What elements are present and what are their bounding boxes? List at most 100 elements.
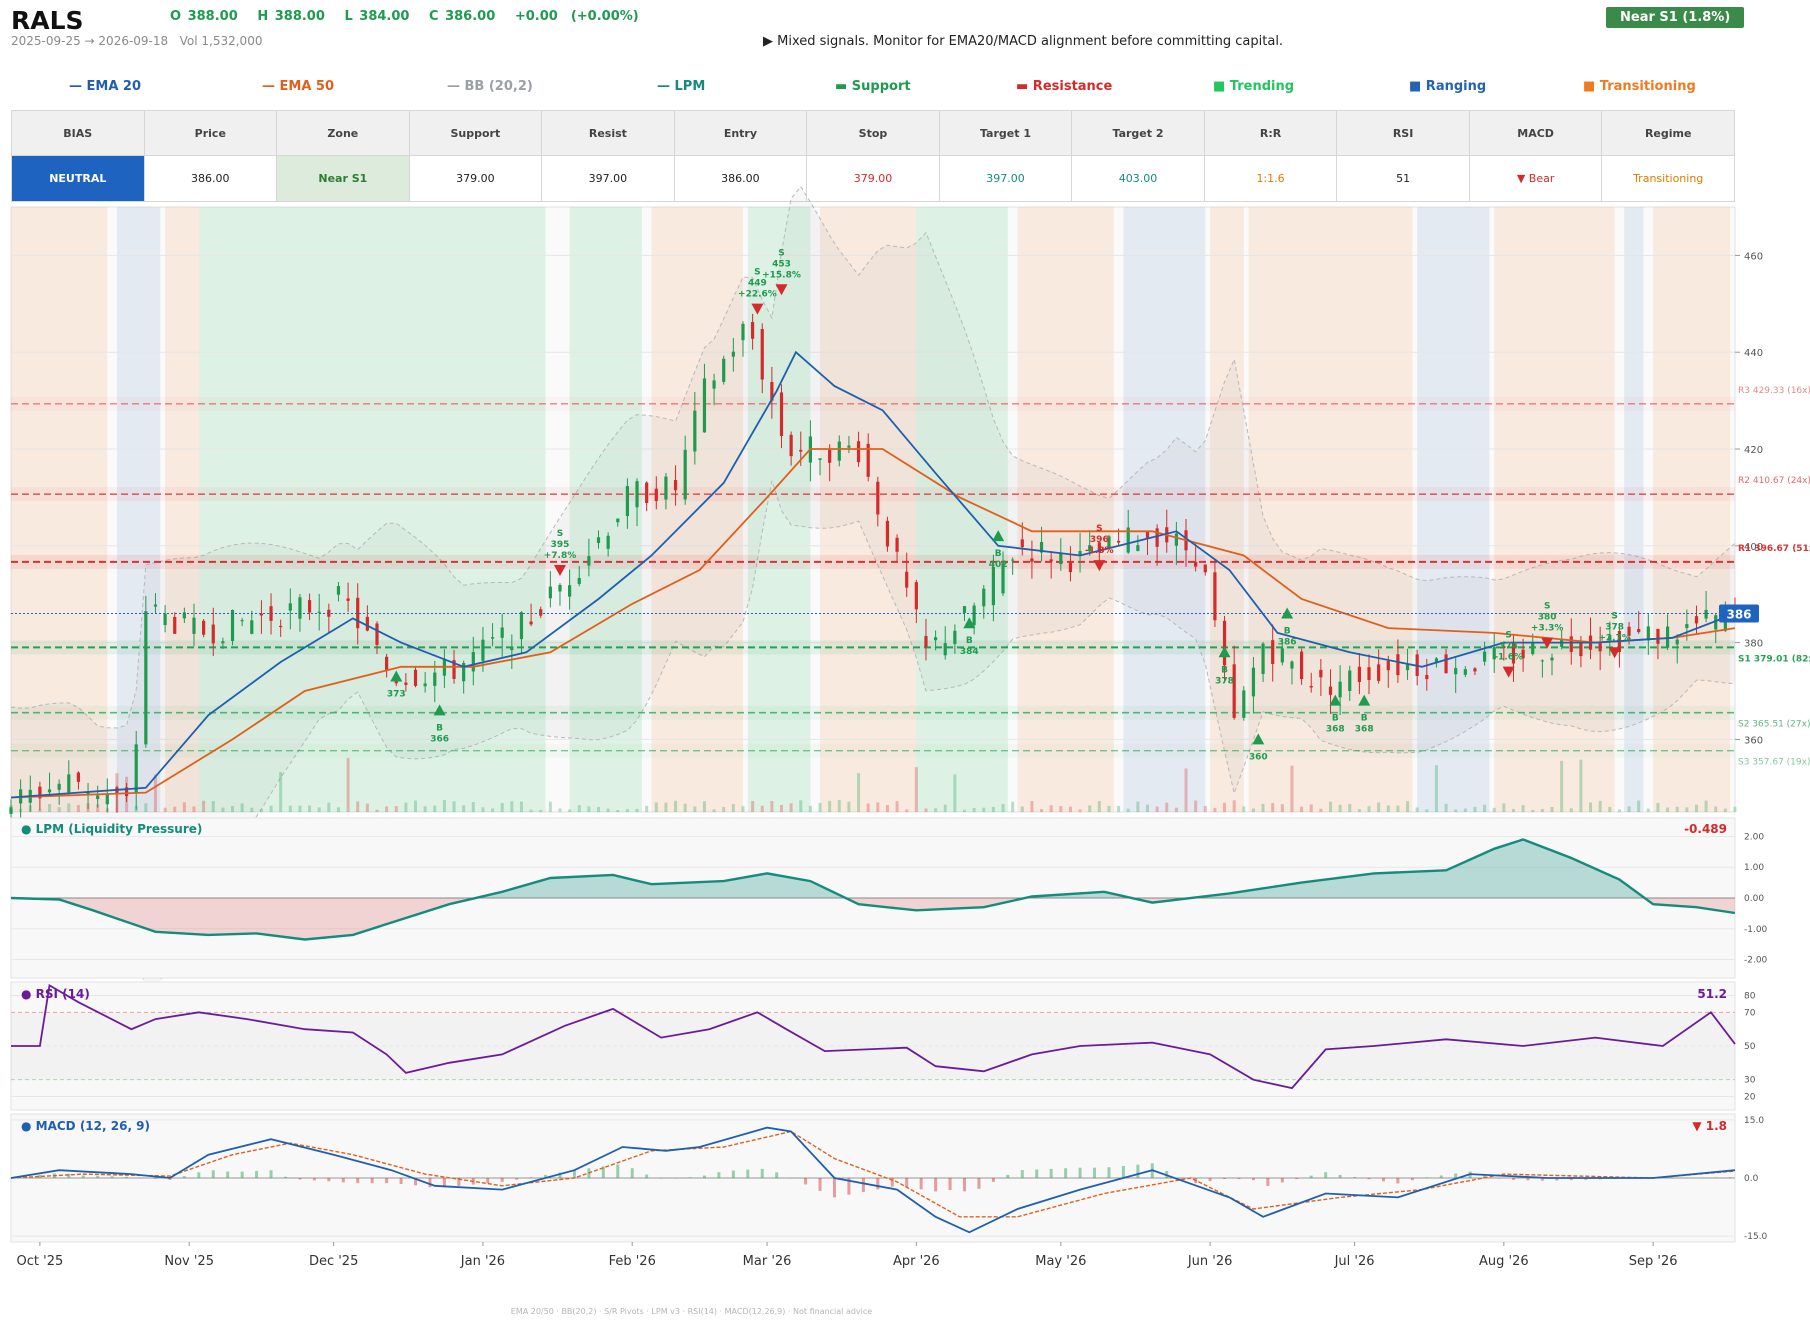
candle-body: [1232, 664, 1236, 718]
macd-last-value: ▼ 1.8: [1692, 1119, 1727, 1133]
volume-bar: [722, 806, 726, 812]
candle-body: [1425, 674, 1429, 680]
volume-bar: [221, 807, 225, 812]
macd-histogram-bar: [1309, 1175, 1313, 1178]
candle-body: [1338, 681, 1342, 698]
macd-histogram-bar: [515, 1178, 519, 1180]
candle-body: [1049, 559, 1053, 562]
candle-body: [1097, 542, 1101, 553]
volume-bar: [1001, 804, 1005, 812]
volume-readout: Vol 1,532,000: [179, 34, 263, 48]
signal-label: 373: [387, 689, 406, 699]
regime-band-ranging: [1417, 207, 1490, 812]
volume-bar: [317, 807, 321, 812]
volume-bar: [356, 801, 360, 812]
candle-body: [943, 643, 947, 656]
candle-body: [230, 609, 235, 641]
macd-histogram-bar: [341, 1178, 345, 1183]
macd-histogram-bar: [1093, 1167, 1097, 1178]
candle-body: [1646, 626, 1650, 641]
candle-body: [664, 476, 668, 500]
macd-tick-label: 15.0: [1744, 1116, 1764, 1126]
macd-histogram-bar: [1237, 1178, 1241, 1180]
volume-bar: [645, 805, 649, 812]
summary-value-cell: 379.00: [408, 155, 543, 202]
volume-bar: [1261, 803, 1265, 812]
volume-bar: [770, 801, 774, 812]
candle-body: [153, 604, 158, 607]
signal-label: 453: [772, 259, 791, 269]
macd-histogram-bar: [312, 1178, 316, 1181]
volume-bar: [153, 774, 157, 812]
volume-bar: [1589, 802, 1593, 812]
legend-item: — EMA 50: [262, 79, 335, 94]
volume-bar: [1694, 804, 1698, 812]
buy-signal-marker: [1281, 607, 1294, 619]
lpm-tick-label: -1.00: [1744, 925, 1768, 935]
summary-header-cell: Resist: [541, 110, 675, 156]
volume-bar: [972, 808, 976, 812]
candle-body: [1145, 531, 1150, 538]
macd-histogram-bar: [1367, 1178, 1371, 1180]
volume-bar: [1145, 804, 1149, 812]
volume-bar: [1174, 807, 1178, 812]
lpm-last-value: -0.489: [1684, 822, 1727, 836]
macd-histogram-bar: [1035, 1169, 1039, 1178]
rsi-tick-label: 50: [1744, 1042, 1756, 1052]
zone-badge: Near S1 (1.8%): [1606, 7, 1745, 28]
sell-signal-marker: [775, 284, 788, 296]
volume-bar: [1463, 808, 1467, 812]
candle-body: [86, 791, 90, 796]
signal-label: 395: [551, 540, 570, 550]
candle-body: [500, 627, 504, 638]
candle-body: [259, 613, 264, 616]
summary-value-cell: ▼ Bear: [1468, 155, 1603, 202]
volume-bar: [1338, 804, 1342, 812]
volume-bar: [1415, 807, 1419, 812]
volume-bar: [866, 803, 870, 812]
candle-body: [423, 683, 427, 687]
volume-bar: [1126, 808, 1130, 812]
candle-body: [885, 520, 890, 547]
signal-label: B: [995, 549, 1002, 559]
summary-value-cell: 51: [1336, 155, 1470, 202]
candle-body: [38, 786, 42, 799]
macd-histogram-bar: [630, 1168, 634, 1178]
volume-bar: [1049, 805, 1053, 812]
candle-body: [1627, 626, 1631, 636]
legend-item: ■ Ranging: [1409, 79, 1487, 94]
candle-body: [211, 624, 215, 644]
candle-body: [1714, 615, 1718, 630]
candle-body: [452, 660, 456, 679]
macd-histogram-bar: [1699, 1177, 1703, 1179]
summary-header-cell: Regime: [1601, 110, 1735, 156]
volume-bar: [1271, 802, 1275, 812]
volume-bar: [38, 809, 42, 812]
candle-body: [1637, 629, 1641, 633]
volume-bar: [712, 809, 716, 812]
macd-histogram-bar: [211, 1170, 215, 1178]
macd-histogram-bar: [1483, 1175, 1487, 1178]
regime-band-ranging: [116, 207, 161, 812]
macd-title: ● MACD (12, 26, 9): [21, 1119, 150, 1133]
ohlc-readout: O 388.00 H 388.00 L 384.00 C 386.00 +0.0…: [170, 9, 639, 24]
chart-legend: — EMA 20 — EMA 50 — BB (20,2) — LPM ▬ Suppor…: [0, 79, 1810, 99]
volume-bar: [905, 809, 909, 812]
volume-bar: [510, 801, 514, 812]
volume-bar: [404, 802, 408, 812]
sell-signal-marker: [1541, 637, 1554, 649]
lpm-tick-label: -2.00: [1744, 956, 1768, 966]
volume-bar: [1367, 806, 1371, 812]
signal-label: 368: [1326, 725, 1345, 735]
candle-body: [1405, 664, 1410, 671]
macd-histogram-bar: [919, 1178, 923, 1190]
volume-bar: [1280, 804, 1284, 812]
macd-histogram-bar: [962, 1178, 966, 1192]
macd-histogram-bar: [486, 1178, 490, 1184]
volume-bar: [1521, 805, 1525, 812]
volume-bar: [1434, 765, 1438, 812]
candle-body: [645, 482, 649, 504]
volume-bar: [1251, 808, 1255, 812]
volume-bar: [1328, 801, 1332, 812]
level-label: R1 396.67 (51x): [1738, 544, 1810, 554]
